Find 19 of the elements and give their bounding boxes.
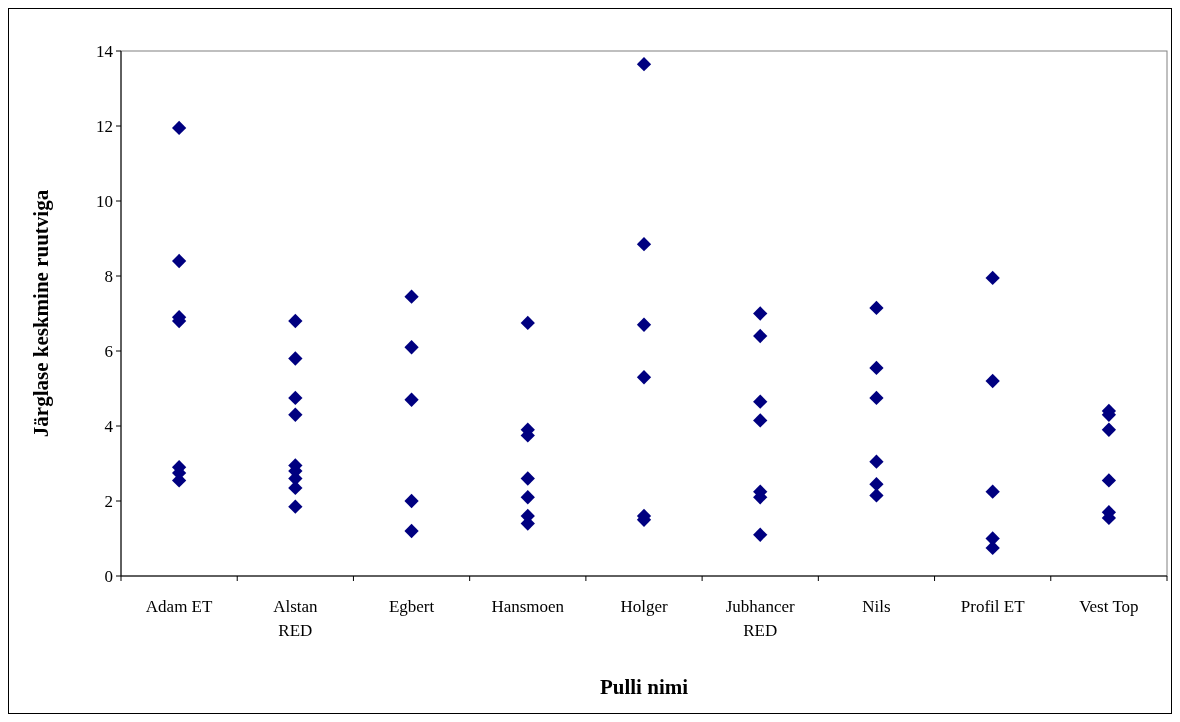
x-tick-label: Egbert — [388, 597, 435, 616]
y-tick-label: 12 — [96, 116, 113, 136]
x-tick-label: Nils — [862, 597, 891, 616]
x-axis-title: Pulli nimi — [599, 675, 689, 699]
y-axis-title: Järglase keskmine ruutviga — [29, 189, 53, 438]
y-tick-label: 14 — [96, 41, 114, 61]
x-tick-label: Jubhancer RED — [725, 597, 796, 640]
y-tick-label: 6 — [104, 341, 113, 361]
y-tick-label: 8 — [104, 266, 113, 286]
y-tick-label: 4 — [104, 416, 114, 436]
y-tick-label: 0 — [104, 566, 113, 586]
x-tick-label: Profil ET — [960, 597, 1026, 616]
y-tick-label: 10 — [96, 191, 113, 211]
x-tick-label: Hansmoen — [491, 597, 565, 616]
x-tick-label: Alstan RED — [273, 597, 319, 640]
y-tick-label: 2 — [104, 491, 113, 511]
x-tick-label: Holger — [620, 597, 668, 616]
x-tick-label: Vest Top — [1079, 597, 1139, 616]
x-tick-label: Adam ET — [145, 597, 213, 616]
